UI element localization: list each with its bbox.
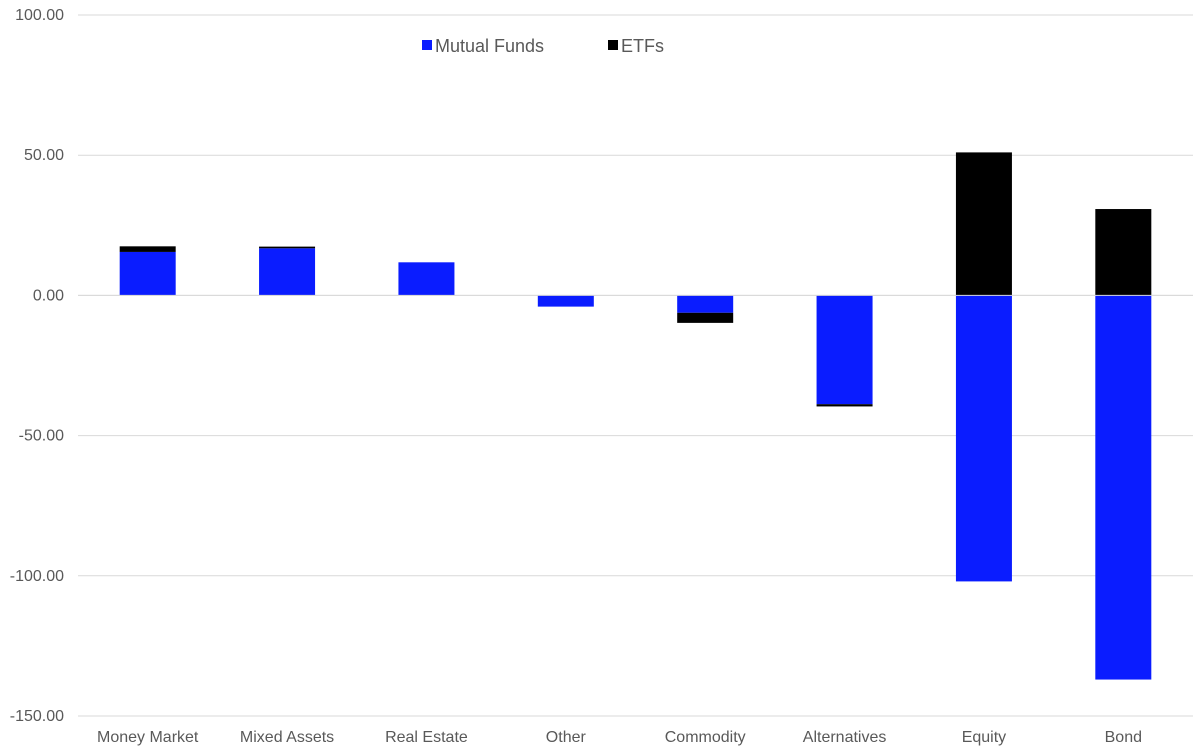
y-tick-label: 100.00 — [15, 7, 64, 24]
bar-mutual-funds — [955, 295, 1012, 582]
y-tick-label: -150.00 — [10, 708, 64, 725]
bar-mutual-funds — [677, 295, 734, 313]
bar-mutual-funds — [398, 262, 455, 296]
legend: Mutual Funds ETFs — [422, 36, 664, 56]
bar-etfs — [677, 312, 734, 323]
legend-label: Mutual Funds — [435, 36, 544, 56]
y-tick-label: -100.00 — [10, 568, 64, 585]
y-tick-label: 50.00 — [24, 147, 64, 164]
x-axis-ticks: Money Market Mixed Assets Real Estate Other… — [97, 729, 1142, 746]
legend-label: ETFs — [621, 36, 664, 56]
x-tick-label: Commodity — [665, 729, 746, 746]
bar-mutual-funds — [1095, 295, 1152, 680]
bar-etfs — [259, 246, 316, 249]
x-tick-label: Money Market — [97, 729, 199, 746]
x-tick-label: Real Estate — [385, 729, 468, 746]
y-tick-label: -50.00 — [19, 428, 64, 445]
x-tick-label: Equity — [962, 729, 1006, 746]
bar-mutual-funds — [119, 251, 176, 296]
bar-mutual-funds — [259, 248, 316, 296]
x-tick-label: Other — [546, 729, 587, 746]
bar-etfs — [119, 246, 176, 252]
y-tick-label: 0.00 — [33, 287, 64, 304]
x-tick-label: Alternatives — [803, 729, 887, 746]
y-axis-ticks: 100.00 50.00 0.00 -50.00 -100.00 -150.00 — [10, 7, 64, 725]
gridlines — [78, 14, 1193, 717]
x-tick-label: Mixed Assets — [240, 729, 334, 746]
x-tick-label: Bond — [1105, 729, 1142, 746]
bar-etfs — [816, 404, 873, 407]
legend-swatch — [608, 40, 618, 50]
legend-swatch — [422, 40, 432, 50]
bar-mutual-funds — [537, 295, 594, 307]
bar-etfs — [955, 152, 1012, 296]
bar-etfs — [1095, 209, 1152, 296]
bar-mutual-funds — [816, 295, 873, 405]
bars — [78, 152, 1193, 680]
